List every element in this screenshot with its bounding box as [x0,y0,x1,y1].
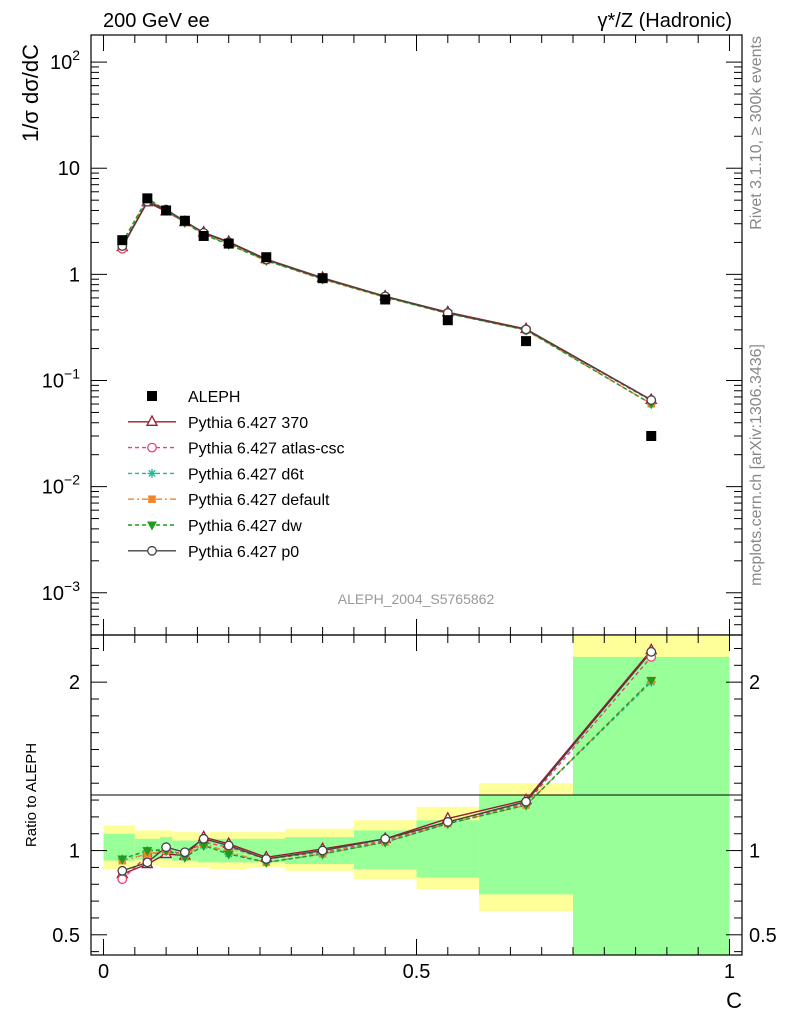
data-point [142,193,153,204]
data-point [198,230,209,241]
ratio-point [179,847,190,858]
y-tick-label: 102 [50,47,80,74]
ratio-point [198,842,209,852]
data-point [317,273,328,284]
y-tick-label: 10 [58,158,80,180]
x-tick-label: 1 [724,961,735,983]
data-point [261,252,272,263]
ratio-point [442,817,453,827]
legend: ALEPH Pythia 6.427 370 Pythia 6.427 atlas-… [128,389,345,561]
ratio-point [261,854,272,864]
y-tick-label: 10−1 [42,365,80,392]
legend-marker [147,468,157,478]
series-point [646,395,657,405]
legend-marker [147,545,157,556]
ratio-y-tick-label: 2 [69,672,80,694]
y-axis-label: 1/σ dσ/dC [18,44,43,142]
legend-marker [148,495,156,503]
data-point [442,315,453,326]
legend-label: Pythia 6.427 dw [188,518,302,535]
y-tick-label: 10−2 [42,472,80,499]
ratio-point [380,833,391,844]
legend-label: Pythia 6.427 atlas-csc [188,441,345,458]
y-tick-label: 10−3 [42,578,80,605]
y-tick-label: 1 [69,264,80,286]
side-label-bottom: mcplots.cern.ch [arXiv:1306.3436] [748,344,765,586]
ratio-panel: 0.5 0.5 1 1 2 2 0 0.5 1 Ratio to ALEPH C [23,634,777,1013]
x-axis-label: C [726,988,742,1013]
legend-marker [145,414,159,426]
legend-label: Pythia 6.427 d6t [188,466,304,483]
ratio-y-tick-label-right: 1 [749,841,760,863]
ratio-point [223,850,234,860]
data-point [646,430,657,441]
band-inner [479,795,573,895]
x-tick-label: 0 [98,961,109,983]
ratio-y-axis-label: Ratio to ALEPH [23,743,40,847]
chart-title-left: 200 GeV ee [103,10,210,32]
ratio-y-tick-label: 1 [69,841,80,863]
legend-label: Pythia 6.427 default [188,492,330,509]
legend-marker [147,521,157,531]
ratio-point [142,847,153,857]
analysis-label: ALEPH_2004_S5765862 [338,591,495,607]
legend-label: Pythia 6.427 370 [188,415,308,432]
ratio-y-tick-label-right: 2 [749,672,760,694]
data-point [179,215,190,226]
ratio-y-tick-label: 0.5 [52,925,80,947]
ratio-point [223,840,234,851]
ratio-point [521,796,531,807]
data-point [521,336,532,347]
data-point [161,205,172,216]
band-inner [572,656,730,955]
ratio-point [646,646,657,657]
side-label-top: Rivet 3.1.10, ≥ 300k events [748,36,765,230]
ratio-point [117,865,128,876]
legend-marker [147,442,157,453]
ratio-point [198,833,209,844]
ratio-y-tick-label-right: 0.5 [749,925,777,947]
ratio-point [117,855,128,865]
ratio-point [646,676,657,686]
chart-title-right: γ*/Z (Hadronic) [598,10,732,32]
main-panel: 10−3 10−2 10−1 1 10 102 1/σ dσ/dC ALEPH_2004_… [18,34,743,636]
data-point [380,294,391,305]
data-point [117,235,128,246]
legend-marker-data [147,391,157,401]
series-point [521,324,531,335]
ratio-point [317,845,328,856]
ratio-point [117,874,128,885]
x-tick-label: 0.5 [403,961,431,983]
ratio-point [142,857,153,868]
legend-label: Pythia 6.427 p0 [188,544,299,561]
data-point [223,238,234,249]
ratio-point [161,842,172,853]
legend-label-data: ALEPH [188,389,240,406]
